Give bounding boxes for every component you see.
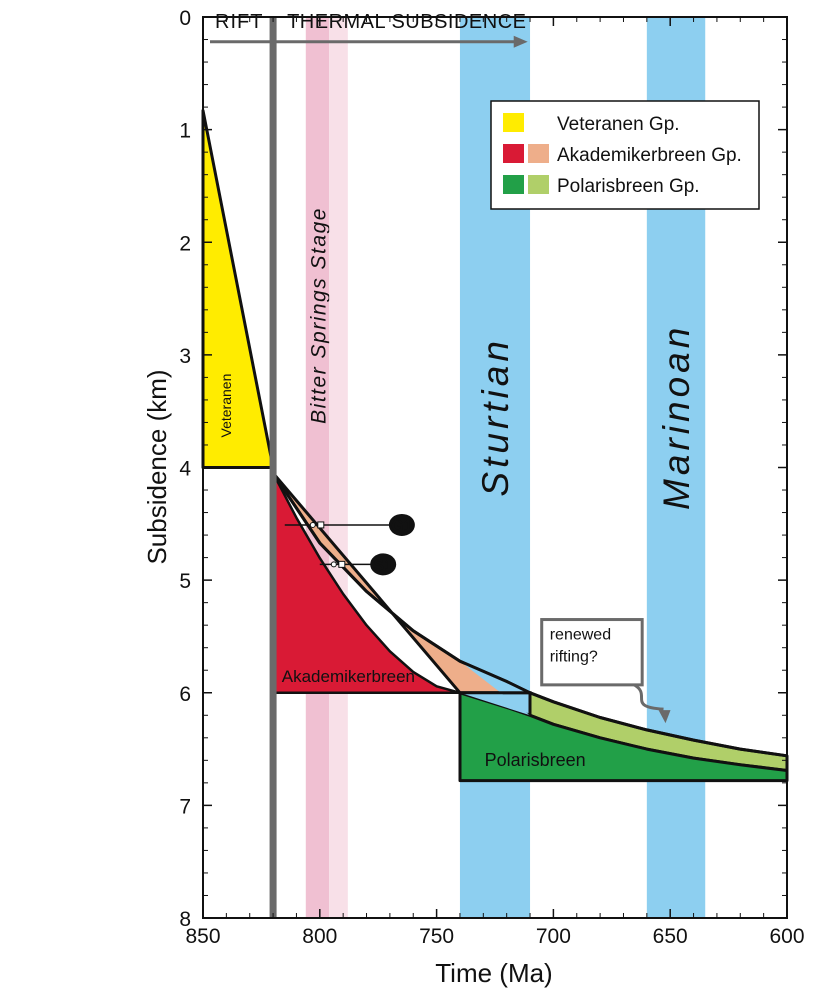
legend-swatch-2-1: [503, 144, 524, 163]
y-tick-label-5: 5: [179, 570, 191, 593]
sample-point-s1: [330, 561, 337, 568]
sample-badge-s1: [370, 553, 397, 576]
legend-label-2: Akademikerbreen Gp.: [557, 145, 742, 166]
legend-label-1: Veteranen Gp.: [557, 114, 680, 135]
sample-label-s1: S1: [373, 557, 393, 574]
x-tick-label-600: 600: [769, 925, 804, 948]
annotation-arrow-line: [633, 683, 664, 711]
annotation-text-2: rifting?: [550, 649, 598, 666]
x-tick-label-700: 700: [536, 925, 571, 948]
x-tick-label-800: 800: [302, 925, 337, 948]
y-tick-label-8: 8: [179, 908, 191, 931]
y-tick-label-1: 1: [179, 120, 191, 143]
phase-arrow-head: [513, 35, 528, 48]
legend-label-3: Polarisbreen Gp.: [557, 176, 700, 197]
y-tick-label-0: 0: [179, 7, 191, 30]
time-band-2: [329, 17, 348, 918]
band-label-marinoan: Marinoan: [656, 324, 697, 510]
akademikerbreen-label: Akademikerbreen: [282, 667, 415, 686]
x-tick-label-750: 750: [419, 925, 454, 948]
sample-marker-s1: [338, 560, 346, 568]
sturtian-gap-fill: [460, 661, 530, 716]
y-axis-title: Subsidence (km): [142, 369, 172, 564]
subsidence-curve: [271, 472, 788, 758]
time-band-1: [305, 17, 330, 918]
x-tick-label-650: 650: [653, 925, 688, 948]
annotation-arrow-head: [658, 710, 671, 724]
legend-swatch-3-1: [503, 175, 524, 194]
x-tick-label-850: 850: [185, 925, 220, 948]
sample-point-g1: [309, 521, 316, 528]
axes: 850 800 750 700 650 600 0 1 2 3 4 5 6 7 8: [179, 7, 804, 948]
akademikerbreen-dark-fill: [271, 471, 462, 695]
legend-swatch-1-1: [503, 113, 524, 132]
veteranen-fill: [201, 109, 275, 469]
curve-lines: [269, 17, 788, 918]
thermal-subsidence-label: THERMAL SUBSIDENCE: [287, 11, 526, 33]
legend-swatch-3-2: [528, 175, 549, 194]
y-tick-label-3: 3: [179, 345, 191, 368]
sample-marker-g1: [317, 521, 325, 529]
sample-badge-g1: [388, 513, 415, 536]
rift-label: RIFT: [215, 11, 263, 33]
y-tick-label-6: 6: [179, 683, 191, 706]
sample-label-g1: G1: [391, 518, 412, 535]
x-axis-title: Time (Ma): [435, 958, 552, 988]
band-label-bitter-springs-stage: Bitter Springs Stage: [307, 207, 330, 424]
legend-swatch-2-2: [528, 144, 549, 163]
veteranen-label: Veteranen: [218, 374, 234, 438]
polarisbreen-label: Polarisbreen: [485, 750, 586, 770]
legend: Veteranen Gp. Akademikerbreen Gp. Polarisb…: [490, 100, 760, 210]
y-tick-label-7: 7: [179, 795, 191, 818]
band-label-sturtian: Sturtian: [475, 337, 516, 497]
annotation-box: [540, 618, 644, 687]
y-tick-label-2: 2: [179, 232, 191, 255]
y-tick-label-4: 4: [179, 458, 191, 481]
annotation-text-1: renewed: [550, 627, 611, 644]
